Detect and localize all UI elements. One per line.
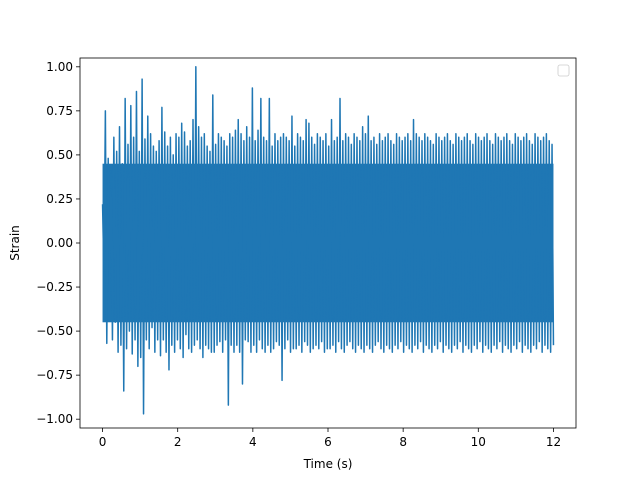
x-axis-ticks: 0 2 4 6 8 10 12 bbox=[99, 428, 561, 449]
y-axis-label: Strain bbox=[8, 225, 22, 261]
y-tick-label: 0.50 bbox=[46, 148, 73, 162]
x-tick-label: 10 bbox=[471, 435, 486, 449]
x-tick-label: 0 bbox=[99, 435, 107, 449]
y-tick-label: −0.75 bbox=[36, 368, 73, 382]
y-tick-label: 0.00 bbox=[46, 236, 73, 250]
empty-legend-box bbox=[557, 64, 570, 77]
y-tick-label: −0.50 bbox=[36, 324, 73, 338]
y-tick-label: 0.25 bbox=[46, 192, 73, 206]
y-tick-label: −1.00 bbox=[36, 412, 73, 426]
plot-area bbox=[101, 66, 555, 415]
y-tick-label: −0.25 bbox=[36, 280, 73, 294]
series-layer bbox=[101, 66, 555, 415]
y-axis-ticks: −1.00 −0.75 −0.50 −0.25 0.00 0.25 0.50 0.75 1.00 bbox=[36, 60, 80, 426]
series-line-0 bbox=[101, 66, 555, 415]
x-tick-label: 12 bbox=[546, 435, 561, 449]
x-tick-label: 6 bbox=[324, 435, 332, 449]
x-tick-label: 8 bbox=[399, 435, 407, 449]
x-tick-label: 4 bbox=[249, 435, 257, 449]
x-tick-label: 2 bbox=[174, 435, 182, 449]
y-tick-label: 1.00 bbox=[46, 60, 73, 74]
x-axis-label: Time (s) bbox=[303, 457, 353, 471]
y-tick-label: 0.75 bbox=[46, 104, 73, 118]
